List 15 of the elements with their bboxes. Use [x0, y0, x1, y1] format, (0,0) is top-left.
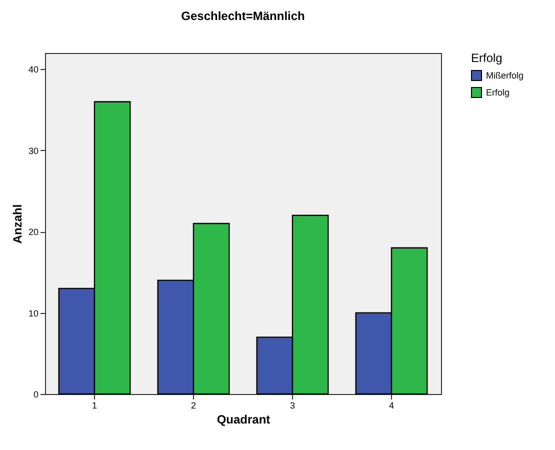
- x-tick-label: 1: [92, 400, 98, 410]
- x-tick-label: 3: [290, 400, 296, 410]
- chart-title: Geschlecht=Männlich: [181, 9, 305, 23]
- legend-label: Mißerfolg: [486, 70, 524, 80]
- y-tick-label: 20: [28, 227, 38, 238]
- y-tick-label: 40: [28, 64, 38, 75]
- legend-label: Erfolg: [486, 88, 510, 98]
- x-tick-label: 2: [190, 400, 196, 410]
- y-tick-label: 10: [28, 308, 38, 318]
- legend-title: Erfolg: [471, 51, 502, 65]
- y-tick-label: 0: [33, 390, 38, 400]
- x-axis-title: Quadrant: [216, 412, 270, 426]
- x-tick-label: 4: [388, 400, 394, 410]
- y-axis-title: Anzahl: [10, 204, 24, 244]
- y-tick-label: 30: [28, 146, 38, 156]
